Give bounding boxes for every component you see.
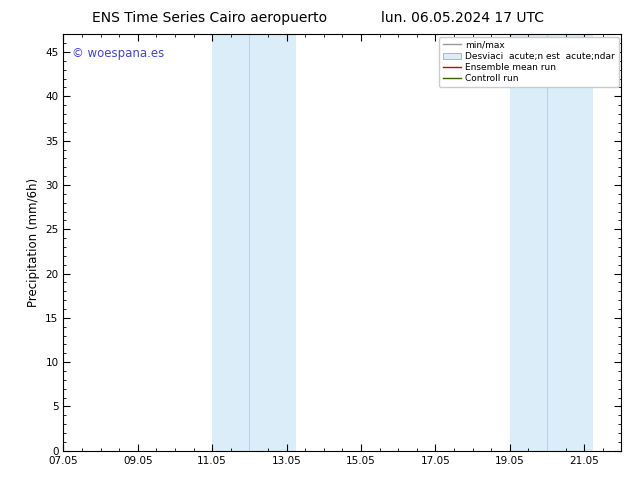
Y-axis label: Precipitation (mm/6h): Precipitation (mm/6h) <box>27 178 40 307</box>
Legend: min/max, Desviaci  acute;n est  acute;ndar, Ensemble mean run, Controll run: min/max, Desviaci acute;n est acute;ndar… <box>439 37 619 87</box>
Text: lun. 06.05.2024 17 UTC: lun. 06.05.2024 17 UTC <box>381 11 545 25</box>
Bar <box>510 34 593 451</box>
Text: © woespana.es: © woespana.es <box>72 47 164 60</box>
Bar <box>212 34 296 451</box>
Text: ENS Time Series Cairo aeropuerto: ENS Time Series Cairo aeropuerto <box>92 11 327 25</box>
